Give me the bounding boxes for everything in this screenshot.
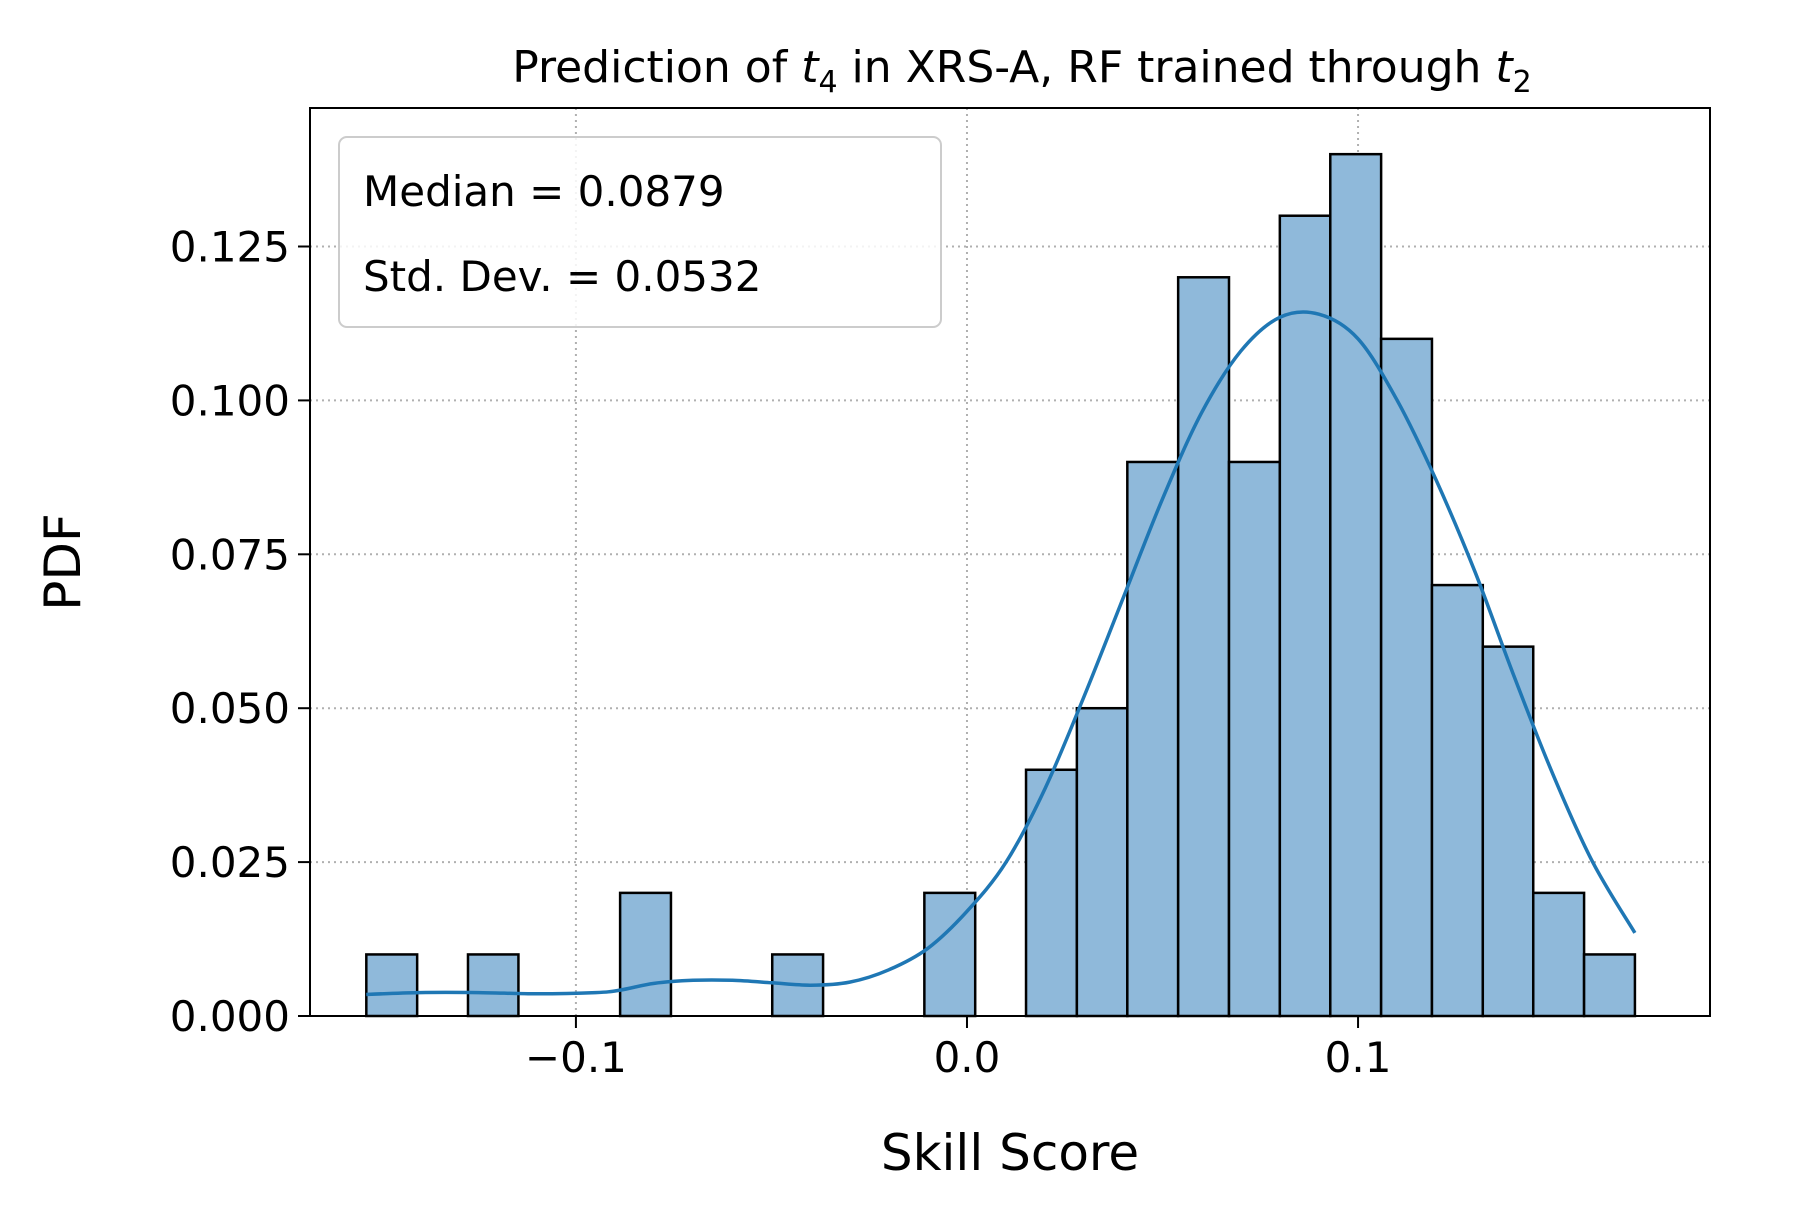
x-tick-label-1: 0.0 [934, 1033, 1001, 1082]
kde-curve [366, 310, 1637, 997]
histogram-bar-2 [466, 953, 520, 1018]
x-axis-label: Skill Score [881, 1124, 1139, 1182]
histogram-bars [365, 152, 1637, 1018]
x-tick-label-0: −0.1 [525, 1033, 627, 1082]
histogram-bar-20 [1379, 337, 1434, 1018]
histogram-bar-15 [1126, 460, 1180, 1018]
histogram-bar-5 [618, 891, 673, 1018]
histogram-bar-23 [1531, 891, 1586, 1018]
histogram-bar-13 [1024, 768, 1079, 1018]
y-tick-label-2: 0.050 [170, 684, 290, 733]
histogram-bar-24 [1582, 953, 1637, 1018]
y-tick-label-1: 0.025 [170, 838, 290, 887]
median-annotation: Median = 0.0879 [363, 167, 725, 216]
y-axis-label: PDF [34, 513, 92, 610]
axis-ticks: −0.1 0.0 0.1 0.000 0.025 0.050 0.075 0.100 0.125 [170, 223, 1392, 1082]
histogram-bar-19 [1329, 152, 1383, 1018]
legend-frame [338, 136, 942, 328]
x-tick-label-2: 0.1 [1325, 1033, 1392, 1082]
histogram-bar-14 [1075, 706, 1129, 1018]
histogram-bar-21 [1430, 583, 1485, 1018]
legend-box: Median = 0.0879 Std. Dev. = 0.0532 [338, 136, 942, 328]
kde-curve-group [366, 310, 1637, 997]
stddev-annotation: Std. Dev. = 0.0532 [363, 252, 761, 301]
histogram-bar-17 [1227, 460, 1282, 1018]
histogram-bar-18 [1278, 214, 1332, 1018]
y-tick-label-4: 0.100 [170, 376, 290, 425]
y-tick-label-3: 0.075 [170, 530, 290, 579]
histogram-bar-16 [1176, 276, 1231, 1018]
y-tick-label-0: 0.000 [170, 992, 290, 1041]
chart-title: Prediction of t4 in XRS-A, RF trained th… [512, 42, 1532, 100]
histogram-bar-0 [365, 953, 419, 1018]
y-tick-label-5: 0.125 [170, 223, 290, 272]
plot-frame [309, 107, 1711, 1017]
